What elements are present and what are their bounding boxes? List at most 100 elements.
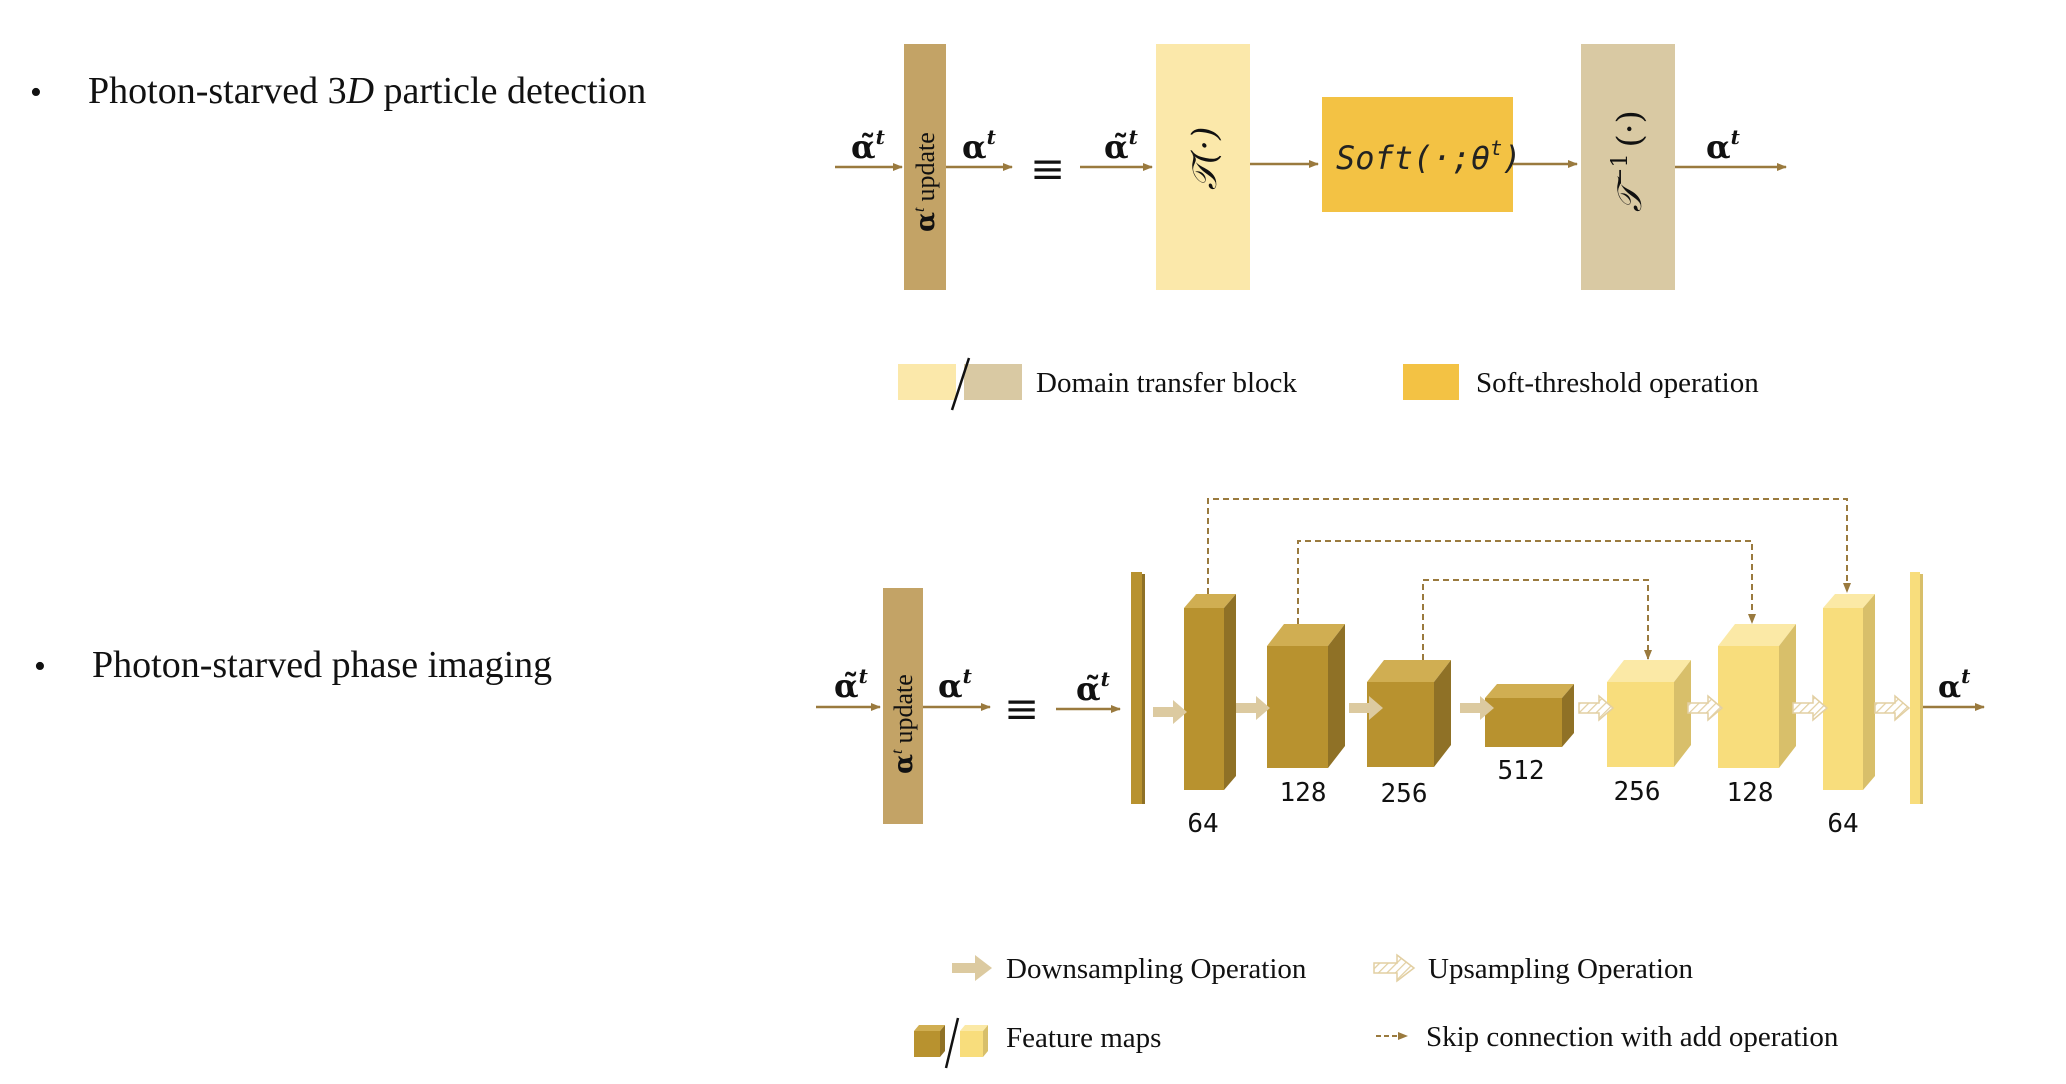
bullet-1: • Photon-starved 3D particle detection [30, 70, 646, 112]
legend-upsampling-label: Upsampling Operation [1428, 953, 1693, 985]
feature-map-cube-4 [1607, 660, 1691, 767]
unet-output-bar [1910, 572, 1920, 804]
bottom-input-label: α̃t [834, 664, 869, 705]
feature-map-cube-1 [1267, 624, 1345, 768]
top-update-label: αtupdate [911, 132, 941, 232]
feature-map-cube-6 [1823, 594, 1875, 790]
transform-label: 𝒯(·) [1185, 127, 1225, 190]
top-diagram: α̃t αtupdate αt ≡ α̃t 𝒯(·) Soft(·;θt) 𝒯−… [835, 44, 1787, 290]
cube-side-face [1863, 594, 1875, 790]
cube-front-face [1823, 608, 1863, 790]
unet-flow-arrows [1153, 694, 1911, 724]
cube-top-face [1267, 624, 1345, 646]
legend-domain-light-swatch [898, 364, 956, 400]
top-input-label: α̃t [851, 125, 886, 166]
soft-threshold-block [1322, 97, 1513, 212]
legend-feature-map-light-icon [960, 1025, 988, 1057]
upsampling-arrow-3 [1874, 694, 1911, 722]
bullet-2: • Photon-starved phase imaging [34, 644, 552, 686]
cube-side-face [1328, 624, 1345, 768]
top-legend: Domain transfer block Soft-threshold ope… [898, 357, 1759, 411]
unet-output-bar-side [1920, 574, 1923, 804]
unet-output-label: αt [1938, 664, 1971, 705]
cube-side-face [1562, 684, 1574, 747]
unet-skip-connections [1207, 498, 1851, 660]
feature-map-cube-2 [1367, 660, 1451, 767]
legend-upsampling-arrow-icon [1373, 953, 1416, 983]
bottom-update-output-label: αt [938, 664, 973, 705]
cube-top-face [1485, 684, 1574, 698]
cube-front-face [1607, 682, 1674, 767]
skip-connection-2 [1422, 579, 1652, 660]
cube-side-face [1674, 660, 1691, 767]
feature-map-cube-3 [1485, 684, 1574, 747]
feature-map-cube-5 [1718, 624, 1796, 768]
svg-text:𝒯(·): 𝒯(·) [1185, 127, 1225, 190]
top-equiv-symbol: ≡ [1030, 144, 1065, 193]
channel-label-0: 64 [1187, 809, 1218, 839]
bottom-update-label: αtupdate [889, 674, 919, 774]
legend-skip-label: Skip connection with add operation [1426, 1021, 1839, 1053]
downsampling-arrow-1 [1236, 696, 1270, 720]
svg-text:αtupdate: αtupdate [911, 132, 941, 232]
skip-connection-0 [1207, 498, 1851, 594]
channel-label-6: 64 [1827, 809, 1858, 839]
top-update-block [904, 44, 946, 290]
legend-feature-divider-slash [944, 1017, 960, 1069]
bullet-marker: • [30, 74, 42, 111]
channel-label-1: 128 [1280, 778, 1327, 808]
cube-side-face [1434, 660, 1451, 767]
legend-soft-threshold-swatch [1403, 364, 1459, 400]
unet-input-bar-side [1142, 574, 1145, 804]
top-output-label: αt [1706, 125, 1741, 166]
top-update-output-label: αt [962, 125, 997, 166]
feature-map-cube-0 [1184, 594, 1236, 790]
svg-text:𝒯−1(·): 𝒯−1(·) [1608, 110, 1650, 212]
cube-front-face [1267, 646, 1328, 768]
unet-feature-maps [1184, 594, 1875, 790]
cube-top-face [1823, 594, 1875, 608]
bullet-text-1: Photon-starved 3D particle detection [88, 70, 646, 112]
legend-feature-map-dark-icon [914, 1025, 945, 1057]
bottom-legend: Downsampling Operation Upsampling Operat… [914, 953, 1839, 1069]
transform-block [1156, 44, 1250, 290]
bullet-text-2: Photon-starved phase imaging [92, 644, 552, 686]
channel-label-4: 256 [1614, 777, 1661, 807]
cube-top-face [1607, 660, 1691, 682]
downsampling-arrow-2 [1349, 696, 1383, 720]
upsampling-arrow-1 [1687, 694, 1724, 722]
cube-front-face [1367, 682, 1434, 767]
channel-label-2: 256 [1381, 779, 1428, 809]
skip-connection-1 [1297, 540, 1756, 624]
cube-top-face [1184, 594, 1236, 608]
unet-input-bar [1131, 572, 1142, 804]
legend-domain-transfer-label: Domain transfer block [1036, 367, 1297, 399]
legend-domain-dark-swatch [964, 364, 1022, 400]
inverse-transform-label: 𝒯−1(·) [1608, 110, 1650, 212]
bottom-equiv-symbol: ≡ [1004, 684, 1039, 733]
bottom-update-block [883, 588, 923, 824]
downsampling-arrow-3 [1460, 696, 1494, 720]
legend-downsampling-label: Downsampling Operation [1006, 953, 1307, 985]
cube-front-face [1485, 698, 1562, 747]
cube-side-face [1224, 594, 1236, 790]
downsampling-arrow-0 [1153, 700, 1187, 724]
cube-top-face [1718, 624, 1796, 646]
svg-text:αtupdate: αtupdate [889, 674, 919, 774]
channel-label-5: 128 [1727, 778, 1774, 808]
cube-front-face [1184, 608, 1224, 790]
bullet-marker: • [34, 648, 46, 685]
legend-divider-slash [950, 357, 971, 411]
upsampling-arrow-2 [1792, 694, 1829, 722]
legend-feature-maps-label: Feature maps [1006, 1022, 1161, 1054]
legend-downsampling-arrow-icon [952, 955, 992, 981]
upsampling-arrow-0 [1578, 694, 1615, 722]
top-transform-input-label: α̃t [1104, 125, 1139, 166]
inverse-transform-block [1581, 44, 1675, 290]
cube-side-face [1779, 624, 1796, 768]
soft-threshold-label: Soft(·;θt) [1336, 136, 1521, 177]
legend-soft-threshold-label: Soft-threshold operation [1476, 367, 1759, 399]
cube-top-face [1367, 660, 1451, 682]
unet-channel-labels: 64 128 256 512 256 128 64 [1187, 756, 1858, 839]
